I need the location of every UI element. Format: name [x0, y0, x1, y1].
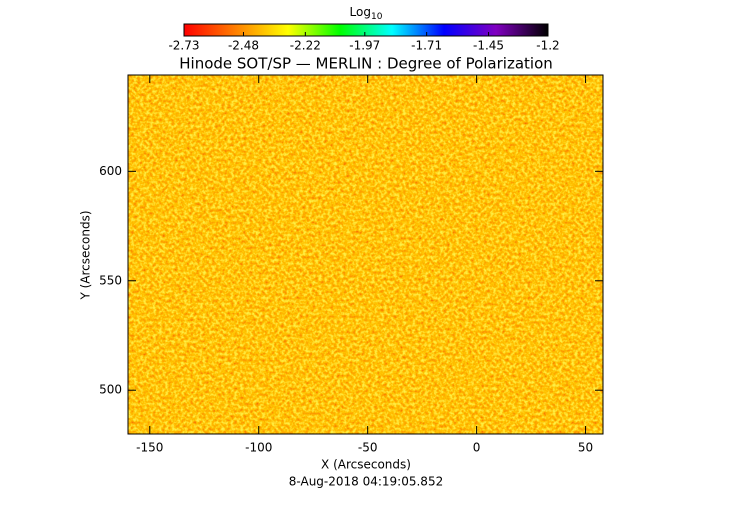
colorbar-tick-label: -1.45: [473, 39, 504, 53]
colorbar-label: Log10: [350, 5, 383, 22]
x-axis-label: X (Arcseconds): [321, 458, 411, 472]
colorbar-tick-label: -2.22: [290, 39, 321, 53]
x-tick-label: 50: [578, 441, 593, 455]
colorbar-tick-label: -1.2: [536, 39, 559, 53]
colorbar-tick-label: -1.97: [349, 39, 380, 53]
colorbar-tick-label: -1.71: [411, 39, 442, 53]
colorbar-label-subscript: 10: [371, 12, 383, 22]
x-tick-label: -100: [245, 441, 272, 455]
footer-date: 8-Aug-2018 04:19:05.852: [289, 475, 443, 489]
x-tick-label: -150: [136, 441, 163, 455]
x-tick-label: -50: [358, 441, 378, 455]
colorbar-tick-label: -2.48: [228, 39, 259, 53]
y-tick-label: 500: [99, 383, 122, 397]
colorbar-tick-label: -2.73: [168, 39, 199, 53]
colorbar: [183, 23, 549, 37]
colorbar-label-text: Log: [350, 5, 371, 19]
plot-frame: [127, 74, 604, 435]
polarization-image: [128, 75, 603, 434]
y-tick-label: 600: [99, 164, 122, 178]
chart-title: Hinode SOT/SP — MERLIN : Degree of Polar…: [179, 55, 553, 73]
x-tick-label: 0: [473, 441, 481, 455]
y-axis-label: Y (Arcseconds): [79, 210, 93, 300]
y-tick-label: 550: [99, 273, 122, 287]
